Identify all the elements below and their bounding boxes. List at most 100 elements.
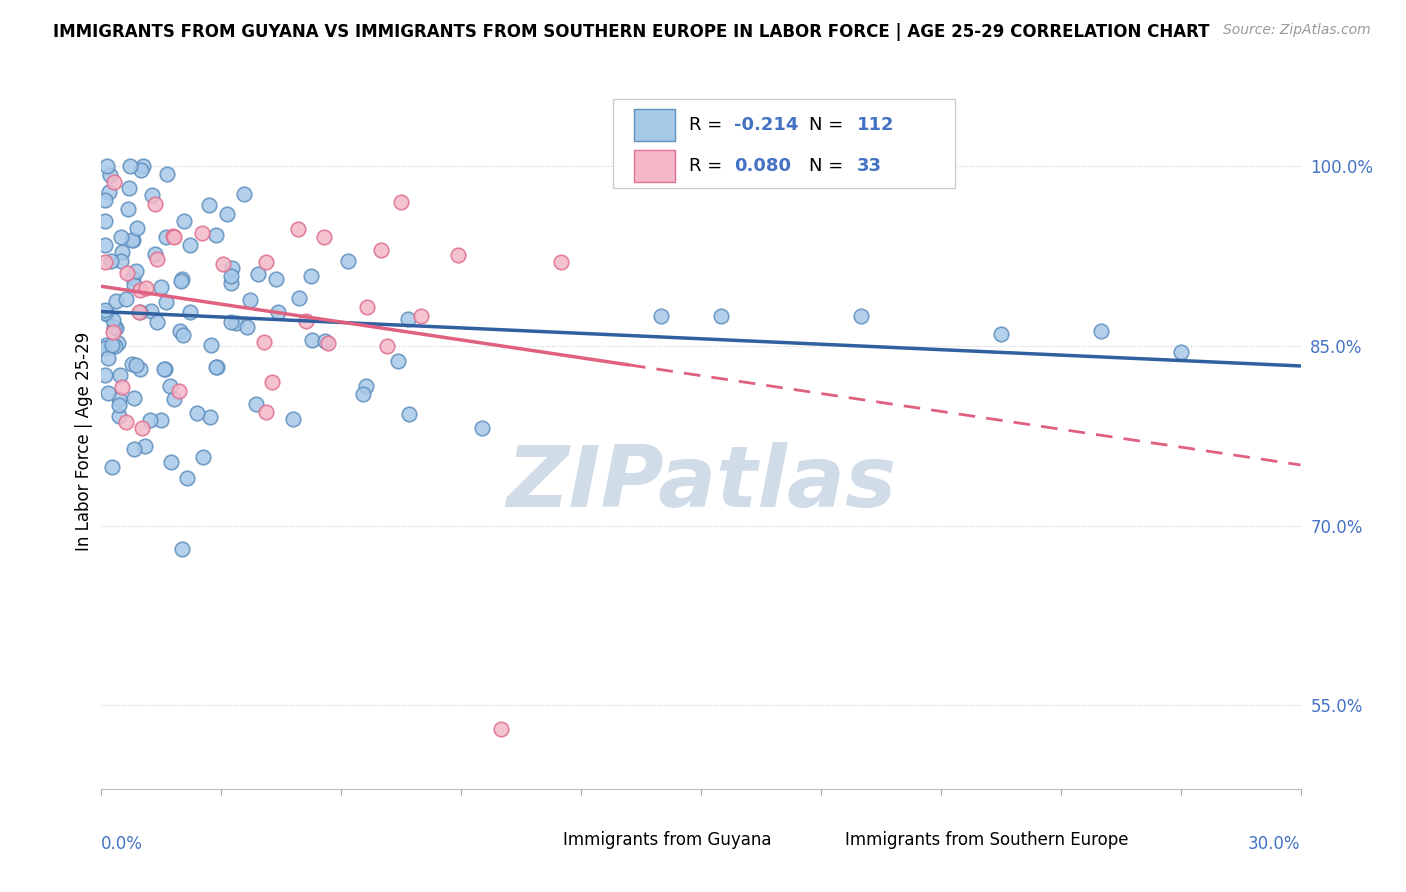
Point <box>316 336 339 351</box>
Point <box>396 312 419 326</box>
Point <box>94 255 117 269</box>
Point <box>143 247 166 261</box>
Point <box>301 333 323 347</box>
Point <box>409 309 432 323</box>
Point <box>128 305 150 319</box>
Point <box>101 338 124 352</box>
Point <box>191 450 214 465</box>
Point <box>150 280 173 294</box>
Point <box>94 303 117 318</box>
Point <box>167 384 190 398</box>
Point <box>239 293 262 308</box>
FancyBboxPatch shape <box>785 829 832 851</box>
Point <box>108 409 131 423</box>
Point <box>314 334 336 348</box>
Point <box>253 334 276 349</box>
Point <box>232 187 254 202</box>
Point <box>159 454 181 468</box>
Text: IMMIGRANTS FROM GUYANA VS IMMIGRANTS FROM SOUTHERN EUROPE IN LABOR FORCE | AGE 2: IMMIGRANTS FROM GUYANA VS IMMIGRANTS FRO… <box>53 23 1211 41</box>
Point <box>146 315 169 329</box>
Point <box>141 188 163 202</box>
Point <box>156 167 179 181</box>
Point <box>129 283 152 297</box>
Point <box>710 309 733 323</box>
Text: R =: R = <box>689 116 728 134</box>
Point <box>1170 344 1192 359</box>
Text: R =: R = <box>689 157 728 175</box>
Point <box>117 202 139 216</box>
Point <box>94 341 117 355</box>
Point <box>155 295 177 310</box>
Point <box>139 412 162 426</box>
Point <box>110 368 132 383</box>
Point <box>96 338 118 352</box>
Point <box>139 304 162 318</box>
Point <box>94 238 117 252</box>
Text: 0.080: 0.080 <box>734 157 792 175</box>
Point <box>354 379 377 393</box>
Point <box>295 314 318 328</box>
Point <box>205 228 228 243</box>
Point <box>219 268 242 283</box>
Point <box>288 291 311 305</box>
Point <box>98 186 121 200</box>
Point <box>170 274 193 288</box>
Point <box>173 327 195 342</box>
Point <box>121 233 143 247</box>
Text: Immigrants from Guyana: Immigrants from Guyana <box>562 830 772 848</box>
Point <box>370 243 392 257</box>
Point <box>336 254 359 268</box>
Point <box>176 471 198 485</box>
Point <box>131 159 153 173</box>
Text: Immigrants from Southern Europe: Immigrants from Southern Europe <box>845 830 1128 848</box>
Point <box>110 230 132 244</box>
Point <box>100 253 122 268</box>
Point <box>111 380 134 394</box>
Point <box>173 213 195 227</box>
Point <box>356 300 378 314</box>
Text: 112: 112 <box>856 116 894 134</box>
Point <box>447 248 470 262</box>
Point <box>135 280 157 294</box>
Point <box>170 272 193 286</box>
Point <box>150 412 173 426</box>
Text: 30.0%: 30.0% <box>1249 835 1301 853</box>
Point <box>131 163 153 178</box>
Point <box>96 159 118 173</box>
Point <box>198 197 221 211</box>
Point <box>471 421 494 435</box>
Point <box>352 387 374 401</box>
Text: ZIPatlas: ZIPatlas <box>506 442 896 524</box>
Point <box>122 271 145 285</box>
Point <box>125 221 148 235</box>
Point <box>264 272 287 286</box>
Text: -0.214: -0.214 <box>734 116 799 134</box>
Point <box>115 293 138 307</box>
Point <box>205 360 228 375</box>
Point <box>387 354 409 368</box>
Point <box>489 723 512 737</box>
Point <box>159 379 181 393</box>
Point <box>115 415 138 429</box>
Point <box>97 386 120 401</box>
Point <box>163 230 186 244</box>
Point <box>153 361 176 376</box>
Point <box>235 319 257 334</box>
Point <box>104 339 127 353</box>
Point <box>190 226 212 240</box>
Point <box>163 392 186 406</box>
Point <box>254 254 277 268</box>
Point <box>990 326 1012 341</box>
Point <box>650 309 672 323</box>
Point <box>105 321 128 335</box>
Point <box>143 197 166 211</box>
Point <box>125 358 148 372</box>
Point <box>245 397 267 411</box>
Point <box>125 264 148 278</box>
Point <box>118 181 141 195</box>
Point <box>129 305 152 319</box>
Point <box>120 159 142 173</box>
Y-axis label: In Labor Force | Age 25-29: In Labor Force | Age 25-29 <box>75 332 93 551</box>
Point <box>205 359 228 374</box>
Point <box>122 233 145 247</box>
